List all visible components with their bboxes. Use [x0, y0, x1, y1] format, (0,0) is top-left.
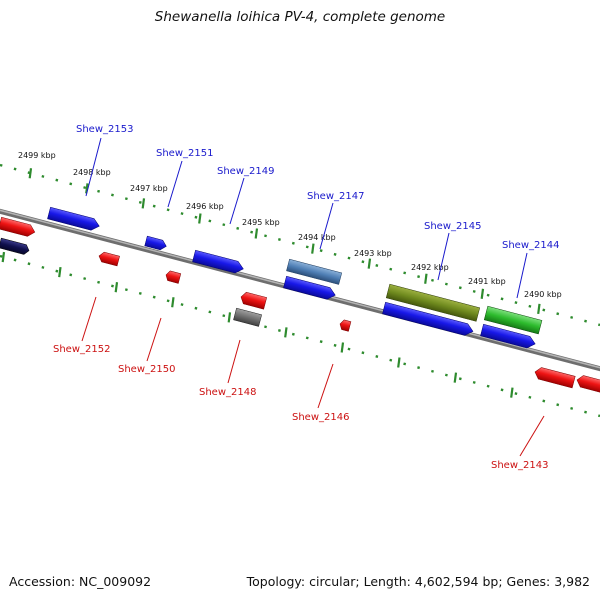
- major-tick: [171, 297, 175, 308]
- kbp-label: 2492 kbp: [411, 263, 449, 272]
- gene-feature[interactable]: [339, 319, 352, 332]
- gene-feature[interactable]: [382, 301, 474, 337]
- leader-line: [516, 252, 528, 299]
- major-tick: [58, 266, 62, 278]
- gene-feature[interactable]: [483, 305, 543, 335]
- kbp-label: 2495 kbp: [242, 218, 280, 227]
- gene-feature[interactable]: [239, 291, 268, 310]
- page-title: Shewanella loihica PV-4, complete genome: [154, 9, 446, 25]
- upper-major-ticks: [28, 168, 541, 315]
- gene-feature[interactable]: [165, 270, 182, 284]
- leader-line: [317, 363, 334, 409]
- major-tick: [141, 198, 146, 209]
- kbp-label: 2493 kbp: [354, 249, 392, 258]
- leader-line: [227, 339, 241, 384]
- gene-label-bottom[interactable]: Shew_2150: [118, 364, 175, 375]
- major-tick: [284, 327, 288, 338]
- gene-feature[interactable]: [575, 374, 600, 394]
- gene-label-bottom[interactable]: Shew_2148: [199, 387, 256, 398]
- gene-label-bottom[interactable]: Shew_2146: [292, 412, 349, 423]
- gene-label-bottom[interactable]: Shew_2152: [53, 344, 110, 355]
- kbp-label: 2496 kbp: [186, 202, 224, 211]
- top-leader-lines: [85, 137, 528, 299]
- major-tick: [537, 303, 541, 315]
- leader-line: [146, 317, 162, 362]
- major-tick: [254, 228, 259, 239]
- major-tick: [480, 288, 485, 299]
- major-tick: [1, 251, 6, 263]
- gene-feature[interactable]: [286, 258, 343, 285]
- gene-label-top[interactable]: Shew_2145: [424, 221, 481, 232]
- gene-feature[interactable]: [0, 216, 36, 238]
- gene-feature[interactable]: [385, 283, 481, 322]
- gene-feature[interactable]: [233, 307, 262, 327]
- leader-line: [319, 202, 334, 250]
- major-tick: [340, 342, 345, 353]
- kbp-label: 2499 kbp: [18, 151, 56, 160]
- gene-feature[interactable]: [98, 251, 120, 267]
- bottom-leader-lines: [81, 296, 545, 457]
- gene-features: [0, 206, 600, 394]
- major-tick: [424, 273, 428, 284]
- leader-line: [229, 177, 245, 225]
- gene-label-top[interactable]: Shew_2144: [502, 240, 559, 251]
- major-tick: [85, 183, 89, 194]
- leader-line: [519, 415, 545, 457]
- leader-line: [85, 137, 102, 197]
- genome-summary-label: Topology: circular; Length: 4,602,594 bp…: [246, 574, 590, 589]
- leader-line: [167, 160, 183, 208]
- gene-label-top[interactable]: Shew_2153: [76, 124, 133, 135]
- kbp-label: 2490 kbp: [524, 290, 562, 299]
- lower-major-ticks: [1, 251, 514, 398]
- major-tick: [311, 243, 315, 254]
- gene-label-top[interactable]: Shew_2151: [156, 148, 213, 159]
- gene-feature[interactable]: [47, 206, 100, 232]
- major-tick: [453, 372, 458, 383]
- major-tick: [114, 282, 119, 293]
- leader-line: [81, 296, 97, 342]
- major-tick: [367, 258, 372, 269]
- kbp-label: 2497 kbp: [130, 184, 168, 193]
- gene-feature[interactable]: [283, 275, 336, 301]
- gene-label-top[interactable]: Shew_2149: [217, 166, 274, 177]
- gene-label-top[interactable]: Shew_2147: [307, 191, 364, 202]
- major-tick: [397, 357, 401, 368]
- gene-feature[interactable]: [533, 366, 576, 389]
- leader-line: [437, 232, 450, 281]
- gene-feature[interactable]: [144, 235, 168, 251]
- major-tick: [227, 312, 232, 323]
- major-tick: [198, 213, 202, 224]
- gene-feature[interactable]: [480, 323, 536, 350]
- gene-label-bottom[interactable]: Shew_2143: [491, 460, 548, 471]
- kbp-label: 2491 kbp: [468, 277, 506, 286]
- gene-feature[interactable]: [0, 237, 30, 255]
- major-tick: [28, 168, 33, 179]
- kbp-label: 2494 kbp: [298, 233, 336, 242]
- gene-feature[interactable]: [192, 249, 244, 275]
- major-tick: [510, 387, 514, 398]
- accession-label: Accession: NC_009092: [9, 574, 152, 589]
